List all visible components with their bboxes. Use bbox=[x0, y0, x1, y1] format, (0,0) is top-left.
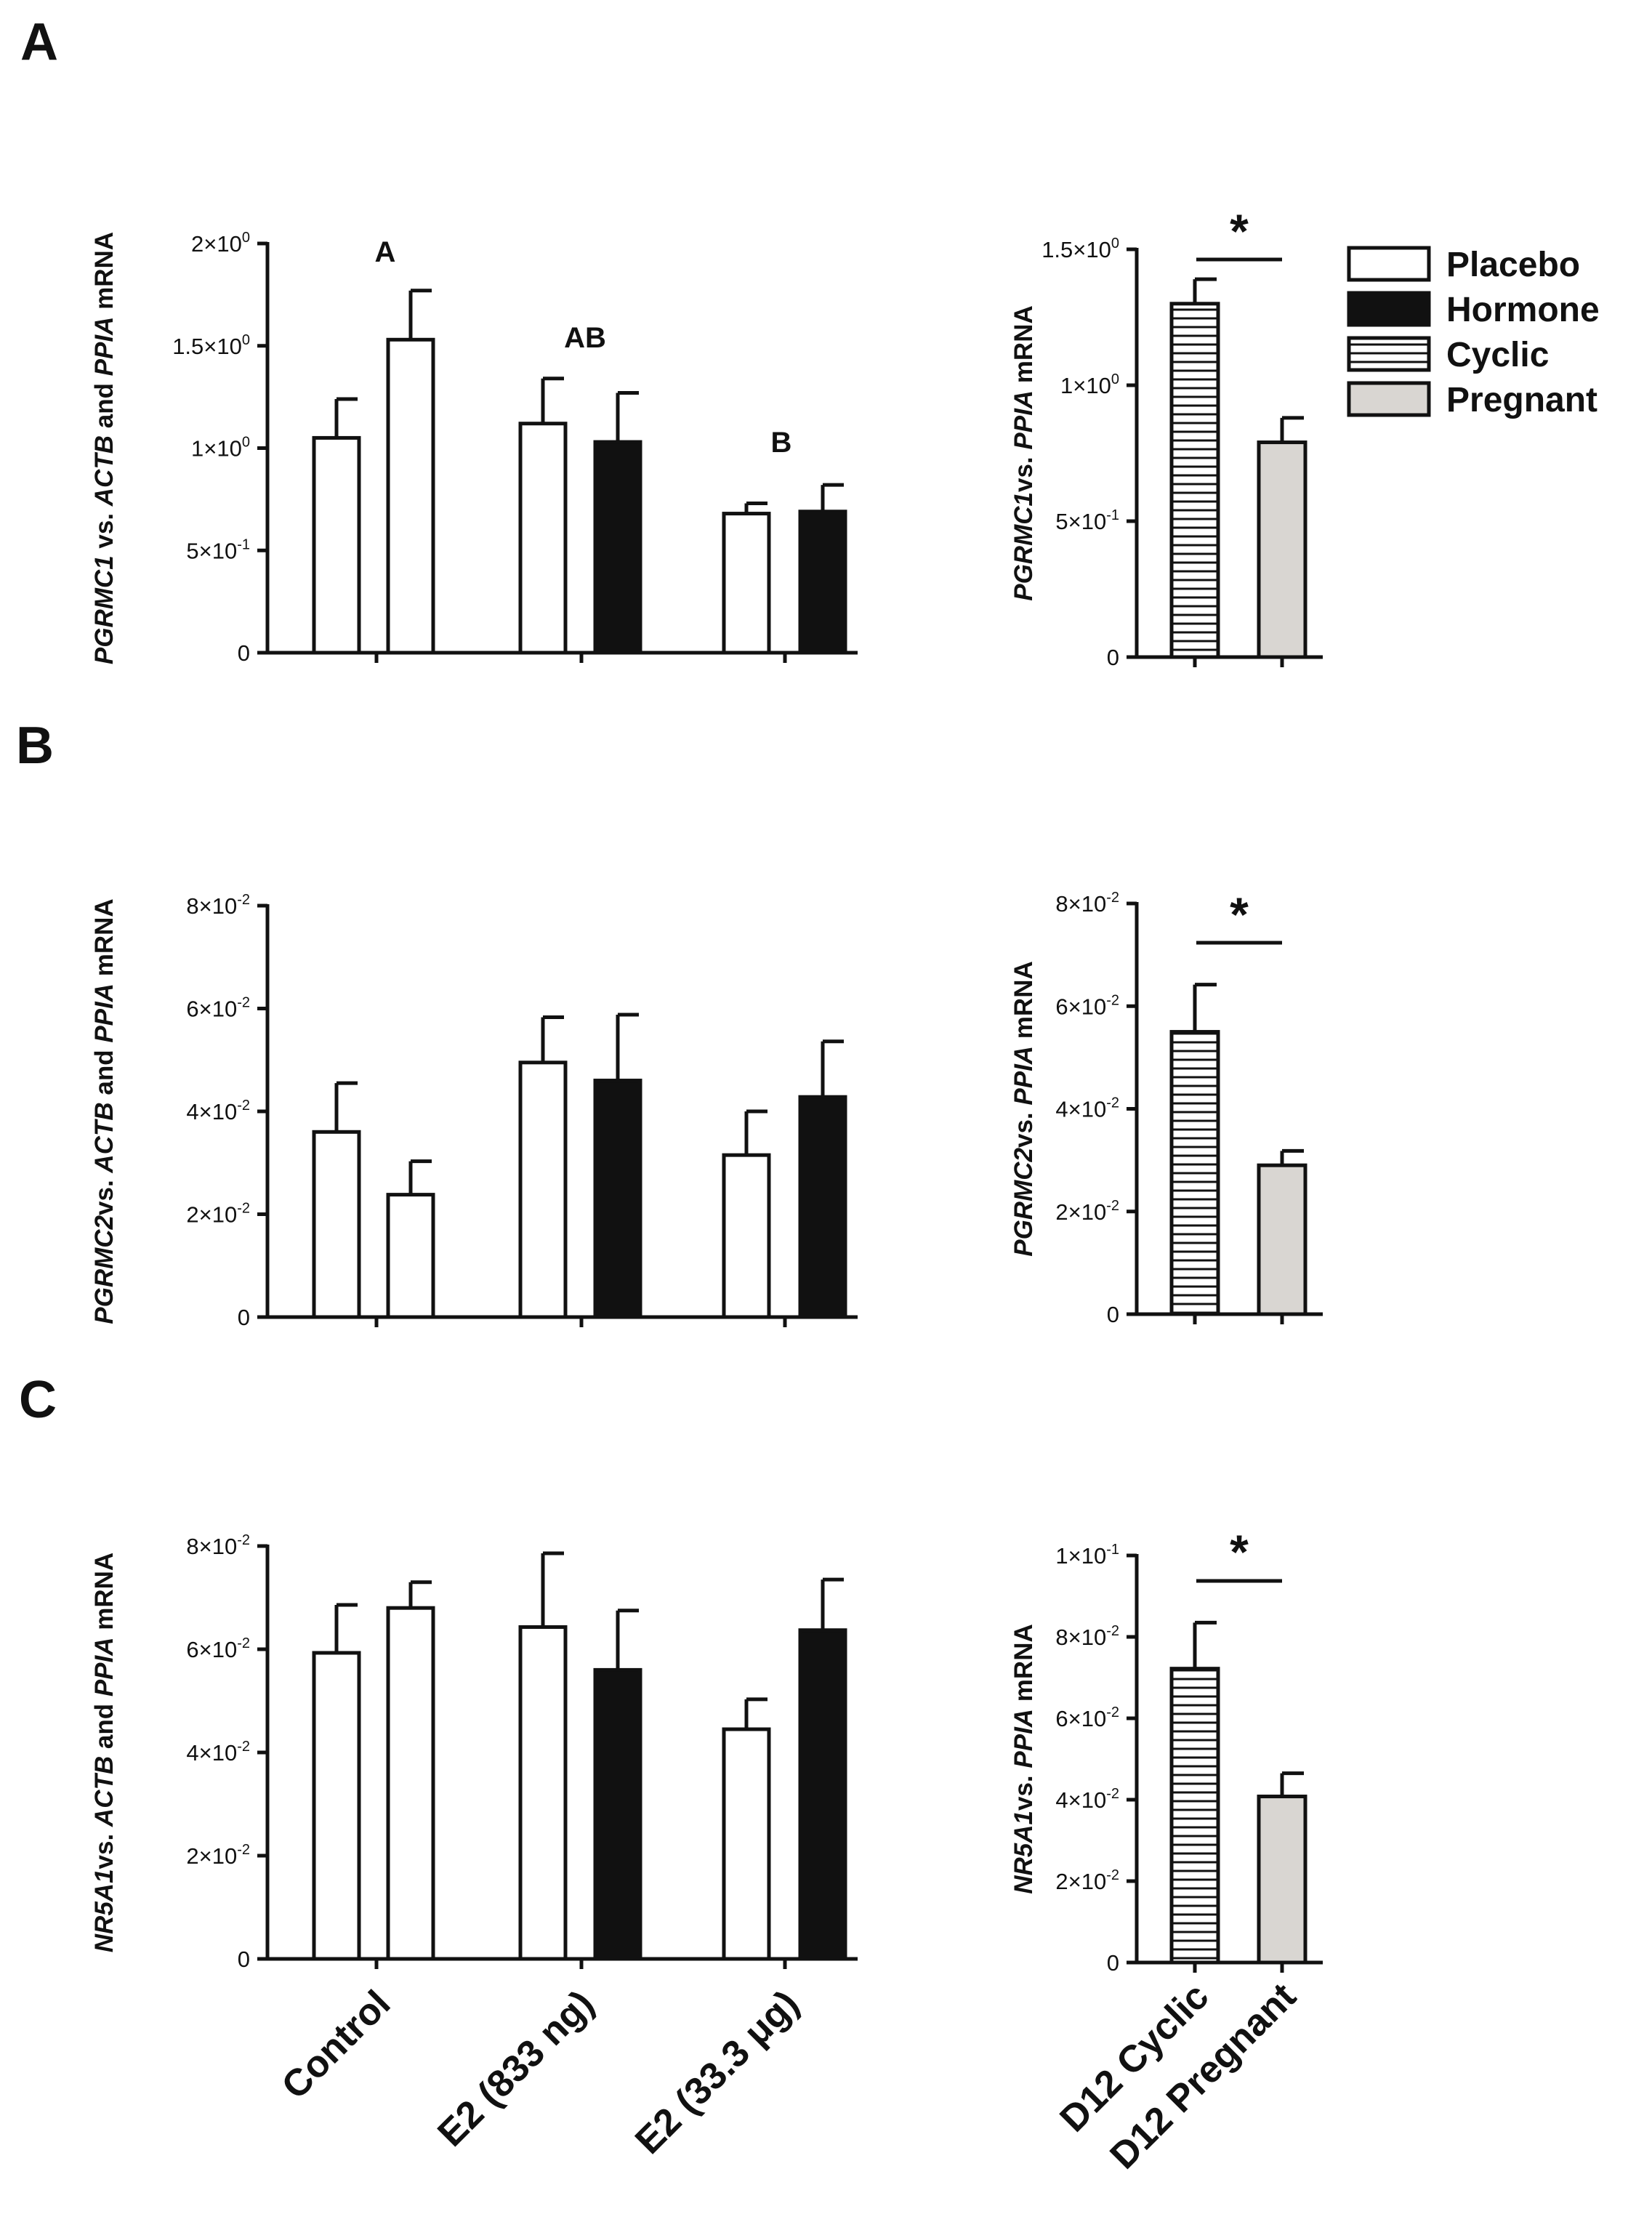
y-axis-label: PGRMC2vs. ACTB and PPIA mRNA bbox=[90, 898, 118, 1324]
y-tick-label: 0 bbox=[238, 640, 250, 666]
y-tick-label: 1×100 bbox=[1060, 371, 1119, 398]
bar-hormone-3 bbox=[798, 1095, 847, 1319]
legend-label-placebo: Placebo bbox=[1446, 246, 1580, 284]
legend-swatch-placebo bbox=[1347, 246, 1431, 282]
group-letter-annotation: A bbox=[375, 236, 396, 268]
chart-B-left: B 0 2×10-2 4×10-2 6×10-2 8×10-2 PGRMC2vs. ACTB… bbox=[16, 717, 858, 1330]
bar-hormone-1 bbox=[386, 337, 435, 655]
y-tick-label: 8×10-2 bbox=[1055, 890, 1119, 917]
legend: Placebo Hormone Cyclic Pregnant bbox=[1347, 246, 1600, 419]
y-tick-label: 1×10-1 bbox=[1055, 1542, 1119, 1569]
x-category-label: E2 (833 ng) bbox=[430, 1982, 602, 2154]
bar-placebo-1 bbox=[312, 1130, 361, 1319]
x-category-label: Control bbox=[274, 1982, 399, 2107]
bar-hormone-1 bbox=[386, 1606, 435, 1961]
bar-hormone-1 bbox=[386, 1193, 435, 1319]
y-tick-label: 2×10-2 bbox=[1055, 1867, 1119, 1894]
legend-swatch-cyclic bbox=[1347, 336, 1431, 372]
y-tick-label: 1.5×100 bbox=[1041, 236, 1119, 262]
legend-label-hormone: Hormone bbox=[1446, 291, 1600, 329]
y-tick-label: 6×10-2 bbox=[1055, 1704, 1119, 1731]
y-tick-label: 4×10-2 bbox=[186, 1098, 250, 1124]
bar-hormone-3 bbox=[798, 1628, 847, 1961]
y-tick-label: 1.5×100 bbox=[172, 332, 250, 359]
y-tick-label: 6×10-2 bbox=[186, 1635, 250, 1662]
bar-placebo-3 bbox=[722, 512, 771, 655]
bar-hormone-2 bbox=[593, 1079, 642, 1319]
legend-label-pregnant: Pregnant bbox=[1446, 381, 1597, 419]
y-tick-label: 2×100 bbox=[191, 230, 250, 257]
chart-A-right: 0 5×10-1 1×100 1.5×100 PGRMC1vs. PPIA mRNA * bbox=[1010, 204, 1323, 670]
x-category-label: E2 (33.3 μg) bbox=[627, 1982, 807, 2162]
bar-hormone-3 bbox=[798, 510, 847, 655]
y-axis-label: PGRMC1 vs. ACTB and PPIA mRNA bbox=[90, 232, 118, 664]
y-tick-label: 4×10-2 bbox=[186, 1739, 250, 1766]
y-tick-label: 1×100 bbox=[191, 435, 250, 462]
y-tick-label: 5×10-1 bbox=[1055, 507, 1119, 534]
chart-B-right: 0 2×10-2 4×10-2 6×10-2 8×10-2 PGRMC2vs. PPIA … bbox=[1010, 887, 1323, 1327]
y-tick-label: 4×10-2 bbox=[1055, 1095, 1119, 1122]
y-axis-label: PGRMC1vs. PPIA mRNA bbox=[1010, 305, 1038, 601]
bar-pregnant bbox=[1257, 1795, 1308, 1965]
bar-cyclic bbox=[1169, 1030, 1220, 1316]
chart-C-right: 0 2×10-2 4×10-2 6×10-2 8×10-2 1×10-1 NR5A1vs. … bbox=[1010, 1525, 1323, 1976]
significance-star: * bbox=[1230, 204, 1249, 258]
chart-C-left: C 0 2×10-2 4×10-2 6×10-2 8×10-2 NR5A1vs. ACTB … bbox=[19, 1371, 858, 1972]
y-tick-label: 5×10-1 bbox=[186, 536, 250, 563]
bar-hormone-2 bbox=[593, 1667, 642, 1961]
bar-pregnant bbox=[1257, 440, 1308, 659]
y-tick-label: 8×10-2 bbox=[186, 1532, 250, 1559]
y-axis-label: PGRMC2vs. PPIA mRNA bbox=[1010, 961, 1038, 1257]
y-tick-label: 2×10-2 bbox=[1055, 1198, 1119, 1225]
y-tick-label: 0 bbox=[238, 1305, 250, 1330]
bar-placebo-1 bbox=[312, 1651, 361, 1961]
y-tick-label: 0 bbox=[1107, 1950, 1119, 1976]
y-tick-label: 8×10-2 bbox=[1055, 1623, 1119, 1650]
significance-star: * bbox=[1230, 1525, 1249, 1579]
bar-hormone-2 bbox=[593, 440, 642, 655]
y-tick-label: 2×10-2 bbox=[186, 1201, 250, 1228]
y-tick-label: 6×10-2 bbox=[186, 995, 250, 1022]
y-tick-label: 6×10-2 bbox=[1055, 992, 1119, 1019]
panel-letter-C: C bbox=[19, 1371, 57, 1429]
bar-placebo-2 bbox=[518, 422, 568, 655]
bar-pregnant bbox=[1257, 1163, 1308, 1316]
bar-placebo-1 bbox=[312, 435, 361, 655]
group-letter-annotation: AB bbox=[564, 322, 606, 354]
y-tick-label: 8×10-2 bbox=[186, 892, 250, 919]
y-tick-label: 0 bbox=[1107, 1302, 1119, 1327]
chart-A-left: A 0 5×10-1 1×100 1.5×100 2×100 PGRMC1 vs. ACTB… bbox=[20, 13, 858, 666]
bar-placebo-2 bbox=[518, 1060, 568, 1319]
legend-label-cyclic: Cyclic bbox=[1446, 336, 1549, 374]
bar-placebo-2 bbox=[518, 1625, 568, 1961]
y-axis-label: NR5A1vs. PPIA mRNA bbox=[1010, 1624, 1038, 1894]
bar-placebo-3 bbox=[722, 1153, 771, 1319]
x-category-labels: Control E2 (833 ng) E2 (33.3 μg) D12 Cyclic… bbox=[274, 1975, 1305, 2177]
bar-cyclic bbox=[1169, 302, 1220, 659]
panel-letter-A: A bbox=[20, 13, 58, 71]
y-axis-label: NR5A1vs. ACTB and PPIA mRNA bbox=[90, 1553, 118, 1952]
bar-cyclic bbox=[1169, 1667, 1220, 1965]
y-tick-label: 0 bbox=[238, 1947, 250, 1972]
y-tick-label: 2×10-2 bbox=[186, 1842, 250, 1869]
legend-swatch-pregnant bbox=[1347, 381, 1431, 417]
group-letter-annotation: B bbox=[771, 427, 792, 459]
bar-placebo-3 bbox=[722, 1727, 771, 1961]
significance-star: * bbox=[1230, 887, 1249, 941]
legend-swatch-hormone bbox=[1347, 291, 1431, 327]
y-tick-label: 4×10-2 bbox=[1055, 1786, 1119, 1813]
panel-letter-B: B bbox=[16, 717, 54, 775]
y-tick-label: 0 bbox=[1107, 645, 1119, 670]
